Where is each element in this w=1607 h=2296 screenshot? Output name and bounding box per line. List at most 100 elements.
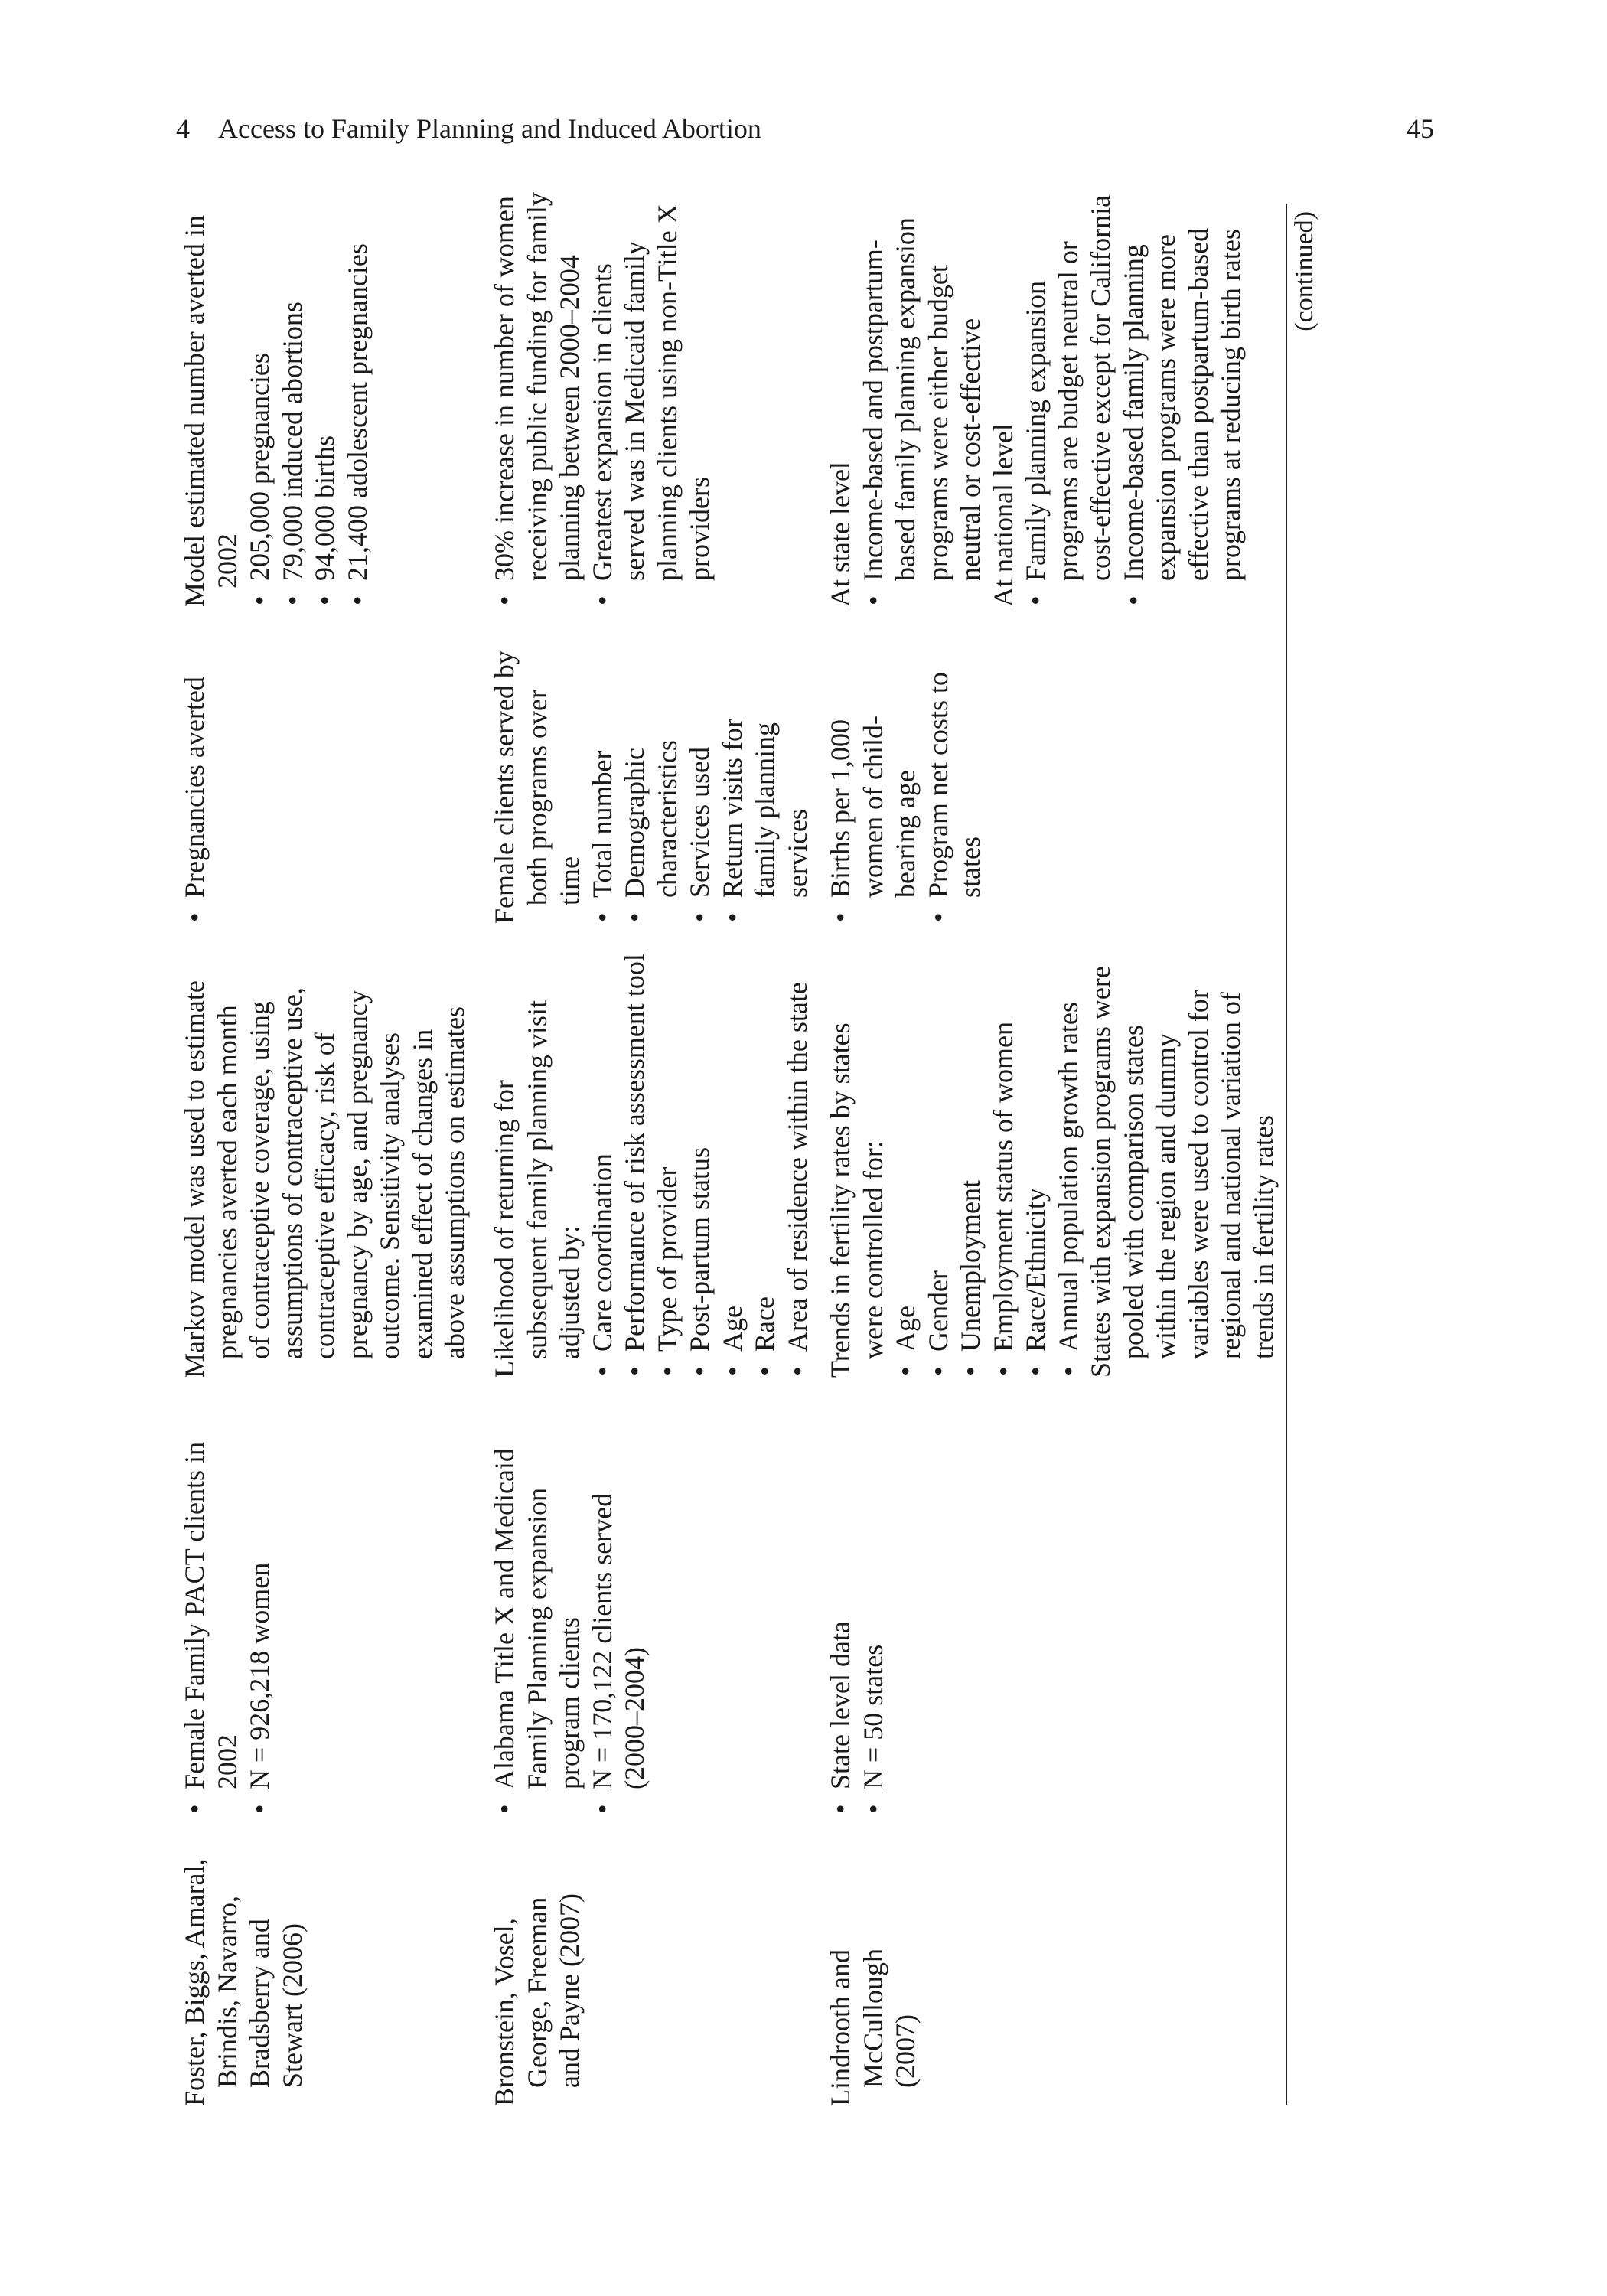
text-line: time xyxy=(554,856,585,905)
bullet-item: • Income-based family planning expansion p… xyxy=(1117,195,1247,607)
bullet-icon: • xyxy=(586,1366,618,1376)
bullet-icon: • xyxy=(781,1366,813,1376)
outcome-cell: • Pregnancies averted xyxy=(178,677,211,924)
text-line: served was in Medicaid family xyxy=(619,241,650,581)
bullet-item: • Services used xyxy=(683,651,716,924)
bullet-item: • Post-partum status xyxy=(683,954,716,1378)
text-line: trends in fertility rates xyxy=(1247,1115,1279,1359)
bullet-icon: • xyxy=(489,595,520,605)
bullet-item: • Family planning expansion programs are b… xyxy=(1019,195,1117,607)
bullet-icon: • xyxy=(586,1804,618,1814)
bullet-icon: • xyxy=(619,1366,650,1376)
bullet-icon: • xyxy=(309,595,340,605)
bullet-icon: • xyxy=(684,912,715,922)
bullet-icon: • xyxy=(825,912,856,922)
text-line: Annual population growth rates xyxy=(1052,1002,1084,1352)
text-line: regional and national variation of xyxy=(1215,992,1246,1359)
text-line: Employment status of women xyxy=(987,1022,1019,1352)
text-line: above assumptions on estimates xyxy=(439,1006,470,1359)
text-line: based family planning expansion xyxy=(890,217,921,581)
bullet-icon: • xyxy=(244,1804,275,1814)
text-line: examined effect of changes in xyxy=(406,1029,438,1359)
text-line: expansion programs were more xyxy=(1150,234,1181,581)
text-line: program clients xyxy=(554,1617,585,1789)
text-line: neutral or cost-effective xyxy=(955,318,986,581)
text-line: and Payne (2007) xyxy=(554,1893,585,2088)
text-line: 79,000 induced abortions xyxy=(276,302,308,581)
text-line: Age xyxy=(890,1306,921,1352)
text-line: 2002 xyxy=(211,1734,243,1789)
text-line: family planning xyxy=(749,722,780,898)
text-line: Trends in fertility rates by states xyxy=(825,1022,856,1378)
text-line: 205,000 pregnancies xyxy=(244,353,275,581)
bullet-icon: • xyxy=(489,1804,520,1814)
text-line: receiving public funding for family xyxy=(521,192,553,581)
text-line: characteristics xyxy=(651,740,683,898)
text-line: Stewart (2006) xyxy=(276,1923,308,2088)
text-line: Type of provider xyxy=(651,1166,683,1352)
text-line: assumptions of contraceptive use, xyxy=(276,987,308,1359)
findings-cell: Model estimated number averted in 2002 • 20… xyxy=(178,215,373,607)
text-line: Race/Ethnicity xyxy=(1020,1188,1051,1352)
bullet-icon: • xyxy=(716,1366,748,1376)
text-line: were controlled for: xyxy=(857,1140,888,1359)
text-line: Family Planning expansion xyxy=(521,1488,553,1789)
text-line: services xyxy=(781,809,813,898)
bullet-icon: • xyxy=(684,1366,715,1376)
text-line: At state level xyxy=(825,461,856,607)
running-title: Access to Family Planning and Induced Ab… xyxy=(218,113,761,144)
bullet-icon: • xyxy=(825,1804,856,1814)
text-line: (2007) xyxy=(890,2014,921,2088)
text-line: Return visits for xyxy=(716,719,748,898)
author-cell: Bronstein, Vosel, George, Freeman and Payn… xyxy=(488,1893,586,2106)
bullet-item: • N = 170,122 clients served (2000–2004) xyxy=(586,1448,651,1815)
bullet-item: • N = 926,218 women xyxy=(243,1442,276,1815)
chapter-number: 4 xyxy=(176,113,190,144)
bullet-icon: • xyxy=(1117,595,1149,605)
bullet-item: • 94,000 births xyxy=(308,215,341,607)
bullet-item: • 30% increase in number of women receivin… xyxy=(488,192,586,607)
text-line: (2000–2004) xyxy=(619,1647,650,1789)
text-line: States with expansion programs were xyxy=(1085,966,1116,1378)
text-line: planning clients using non-Title X xyxy=(651,204,683,581)
bullet-item: • N = 50 states xyxy=(857,1621,890,1815)
methods-cell: Trends in fertility rates by states were … xyxy=(824,966,1279,1378)
text-line: pregnancy by age, and pregnancy xyxy=(341,990,373,1359)
bullet-item: • Program net costs to states xyxy=(922,672,987,924)
author-cell: Lindrooth and McCullough (2007) xyxy=(824,1949,922,2106)
text-line: Area of residence within the state xyxy=(781,982,813,1352)
text-line: Female clients served by xyxy=(489,651,520,924)
bullet-item: • Alabama Title X and Medicaid Family Plan… xyxy=(488,1448,586,1815)
text-line: McCullough xyxy=(857,1948,888,2088)
bullet-item: • Employment status of women xyxy=(987,966,1020,1378)
bullet-item: • Care coordination xyxy=(586,954,619,1378)
text-line: Alabama Title X and Medicaid xyxy=(489,1448,520,1789)
text-line: planning between 2000–2004 xyxy=(554,255,585,581)
rotated-table: Foster, Biggs, Amaral, Brindis, Navarro, B… xyxy=(176,192,1339,2112)
continued-label: (continued) xyxy=(1290,211,1319,331)
bullet-item: • Income-based and postpartum-based famil… xyxy=(857,195,987,607)
bullet-item: • Gender xyxy=(922,966,955,1378)
text-line: Bronstein, Vosel, xyxy=(489,1918,520,2106)
text-line: Post-partum status xyxy=(684,1147,715,1352)
outcome-cell: Female clients served by both programs ov… xyxy=(488,651,813,924)
bullet-item: • Annual population growth rates xyxy=(1052,966,1085,1378)
bullet-icon: • xyxy=(749,1366,780,1376)
bullet-icon: • xyxy=(244,595,275,605)
bullet-item: • Return visits for family planning service… xyxy=(716,651,814,924)
text-line: pooled with comparison states xyxy=(1117,1025,1149,1359)
text-line: Markov model was used to estimate xyxy=(179,980,210,1378)
text-line: Model estimated number averted in xyxy=(179,215,210,607)
paragraph: Trends in fertility rates by states were … xyxy=(824,966,889,1378)
sample-cell: • Alabama Title X and Medicaid Family Plan… xyxy=(488,1448,651,1815)
paragraph: Model estimated number averted in 2002 xyxy=(178,215,243,607)
bullet-icon: • xyxy=(857,595,888,605)
text-line: effective than postpartum-based xyxy=(1182,227,1214,581)
text-line: contraceptive efficacy, risk of xyxy=(309,1032,340,1359)
bullet-item: • 21,400 adolescent pregnancies xyxy=(341,215,374,607)
text-line: Race xyxy=(749,1296,780,1352)
text-line: George, Freeman xyxy=(521,1896,553,2088)
bullet-icon: • xyxy=(890,1366,921,1376)
text-line: 21,400 adolescent pregnancies xyxy=(341,243,373,581)
text-line: N = 926,218 women xyxy=(244,1562,275,1789)
